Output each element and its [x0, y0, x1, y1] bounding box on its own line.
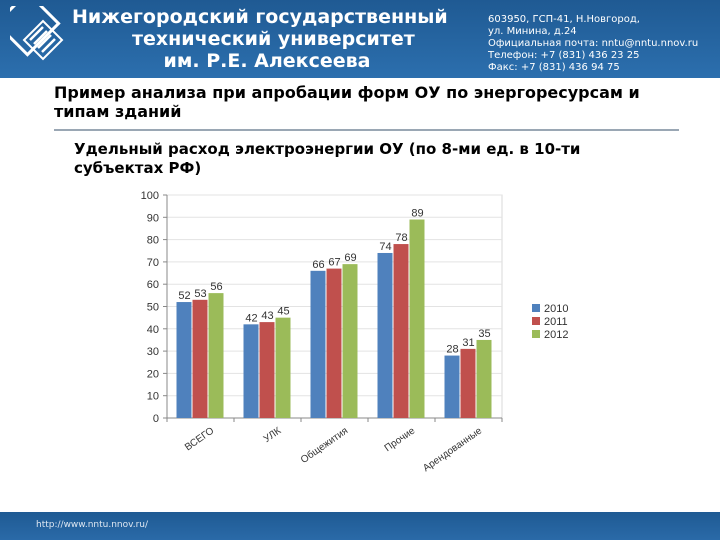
data-label: 66: [312, 259, 324, 271]
bar: [243, 324, 259, 418]
bar: [409, 219, 425, 418]
data-label: 56: [210, 281, 222, 293]
legend-label: 2011: [544, 316, 568, 328]
university-name-line-1: Нижегородский государственный: [72, 6, 448, 28]
footer-bar: [0, 512, 720, 540]
bar: [192, 299, 208, 418]
contact-email[interactable]: Официальная почта: nntu@nntu.nnov.ru: [488, 38, 699, 49]
slide-heading: Пример анализа при апробации форм ОУ по …: [54, 83, 640, 121]
y-tick-label: 50: [147, 302, 159, 314]
contact-address: 603950, ГСП-41, Н.Новгород,: [488, 14, 640, 25]
bar: [275, 317, 291, 418]
university-name: Нижегородский государственный технически…: [72, 6, 448, 72]
contact-street: ул. Минина, д.24: [488, 26, 577, 37]
header-banner: [0, 0, 720, 78]
data-label: 74: [379, 241, 391, 253]
bar: [377, 252, 393, 418]
y-tick-label: 40: [147, 324, 159, 336]
electricity-consumption-chart: 0 10 20 30 40 50 60 70 80 90 100 52 53 56 ВСЕГО 42 43 45 У…: [141, 190, 569, 474]
data-label: 28: [446, 344, 458, 356]
footer-url-link[interactable]: http://www.nntu.nnov.ru/: [36, 520, 149, 530]
legend-label: 2012: [544, 329, 568, 341]
data-label: 69: [344, 252, 356, 264]
legend-swatch: [532, 304, 540, 312]
contact-fax: Факс: +7 (831) 436 94 75: [488, 62, 620, 73]
heading-divider: [54, 129, 679, 131]
data-label: 35: [478, 328, 490, 340]
y-tick-label: 0: [153, 413, 159, 425]
data-label: 52: [178, 290, 190, 302]
bar: [342, 264, 358, 418]
data-label: 42: [245, 312, 257, 324]
bar: [444, 355, 460, 418]
category-label: Общежития: [298, 425, 350, 466]
university-name-line-3: им. Р.Е. Алексеева: [163, 50, 371, 72]
bar: [259, 322, 275, 418]
data-label: 78: [395, 232, 407, 244]
data-label: 31: [462, 337, 474, 349]
y-tick-label: 60: [147, 279, 159, 291]
category-label: ВСЕГО: [183, 425, 216, 453]
y-tick-label: 90: [147, 212, 159, 224]
bar: [326, 268, 342, 418]
bar: [460, 348, 476, 418]
y-tick-label: 80: [147, 235, 159, 247]
bar: [310, 270, 326, 418]
university-name-line-2: технический университет: [132, 28, 415, 50]
data-label: 45: [277, 306, 289, 318]
data-label: 67: [328, 257, 340, 269]
category-label: Прочие: [383, 425, 418, 454]
y-tick-label: 70: [147, 257, 159, 269]
data-label: 89: [411, 208, 423, 220]
data-label: 53: [194, 288, 206, 300]
bar: [476, 339, 492, 418]
university-logo-icon: [10, 6, 64, 61]
contact-phone: Телефон: +7 (831) 436 23 25: [488, 50, 640, 61]
category-label: Арендованные: [421, 425, 484, 474]
legend-label: 2010: [544, 303, 568, 315]
bar: [393, 244, 409, 418]
legend-swatch: [532, 330, 540, 338]
y-tick-label: 20: [147, 368, 159, 380]
data-label: 43: [261, 310, 273, 322]
bar: [208, 293, 224, 418]
category-label: УЛК: [262, 425, 284, 445]
y-tick-label: 100: [141, 190, 159, 202]
legend-swatch: [532, 317, 540, 325]
bar: [176, 302, 192, 418]
chart-subtitle: Удельный расход электроэнергии ОУ (по 8-…: [74, 140, 581, 177]
y-tick-label: 10: [147, 391, 159, 403]
y-tick-label: 30: [147, 346, 159, 358]
contact-info: 603950, ГСП-41, Н.Новгород, ул. Минина, …: [488, 14, 698, 74]
